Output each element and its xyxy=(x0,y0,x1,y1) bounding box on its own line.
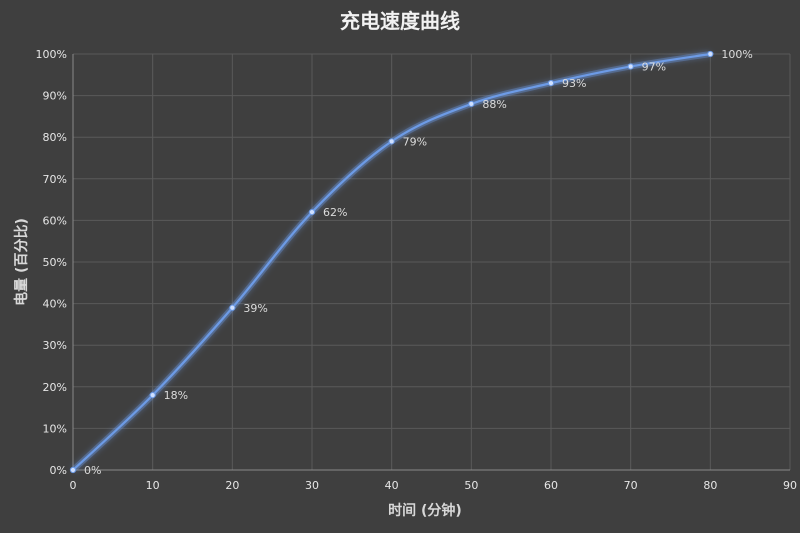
data-label: 97% xyxy=(642,60,666,73)
data-label: 88% xyxy=(482,98,506,111)
tick-labels: 0% 10% 20% 30% 40% 50% 60% 70% 80% 90% 100% 0 10 20 30… xyxy=(36,48,797,492)
y-tick-label: 50% xyxy=(43,256,67,269)
x-tick-label: 20 xyxy=(225,479,239,492)
y-tick-label: 100% xyxy=(36,48,67,61)
y-tick-label: 90% xyxy=(43,90,67,103)
data-label: 100% xyxy=(721,48,752,61)
data-point xyxy=(627,63,634,70)
data-point xyxy=(547,80,555,87)
x-tick-label: 70 xyxy=(624,479,638,492)
x-tick-label: 30 xyxy=(305,479,319,492)
data-point xyxy=(69,466,77,474)
y-tick-label: 80% xyxy=(43,131,67,144)
axes xyxy=(72,54,790,471)
data-label: 79% xyxy=(403,135,427,148)
data-point xyxy=(308,208,316,216)
y-tick-label: 40% xyxy=(43,298,67,311)
chart-title: 充电速度曲线 xyxy=(340,9,460,33)
y-tick-label: 70% xyxy=(43,173,67,186)
data-label: 62% xyxy=(323,206,347,219)
y-tick-label: 10% xyxy=(43,422,67,435)
data-label: 39% xyxy=(243,302,267,315)
data-labels: 0% 18% 39% 62% 79% 88% 93% 97% 100% xyxy=(84,48,753,477)
data-point xyxy=(229,304,236,311)
data-label: 18% xyxy=(164,389,188,402)
data-point xyxy=(707,50,714,58)
x-tick-label: 60 xyxy=(544,479,558,492)
x-tick-label: 90 xyxy=(783,479,797,492)
x-axis-title: 时间 (分钟) xyxy=(388,502,462,519)
y-tick-label: 0% xyxy=(50,464,67,477)
y-axis-title: 电量 (百分比) xyxy=(13,218,30,306)
y-tick-label: 30% xyxy=(43,339,67,352)
data-label: 93% xyxy=(562,77,586,90)
data-point xyxy=(468,100,475,108)
data-point xyxy=(388,138,395,145)
x-tick-label: 10 xyxy=(146,479,160,492)
data-label: 0% xyxy=(84,464,101,477)
series-line xyxy=(72,52,711,471)
series-group xyxy=(69,50,714,474)
x-tick-label: 0 xyxy=(70,479,77,492)
data-point xyxy=(149,392,156,399)
x-tick-label: 80 xyxy=(703,479,717,492)
y-tick-label: 20% xyxy=(43,381,67,394)
x-tick-label: 50 xyxy=(464,479,478,492)
y-tick-label: 60% xyxy=(43,214,67,227)
x-tick-label: 40 xyxy=(385,479,399,492)
